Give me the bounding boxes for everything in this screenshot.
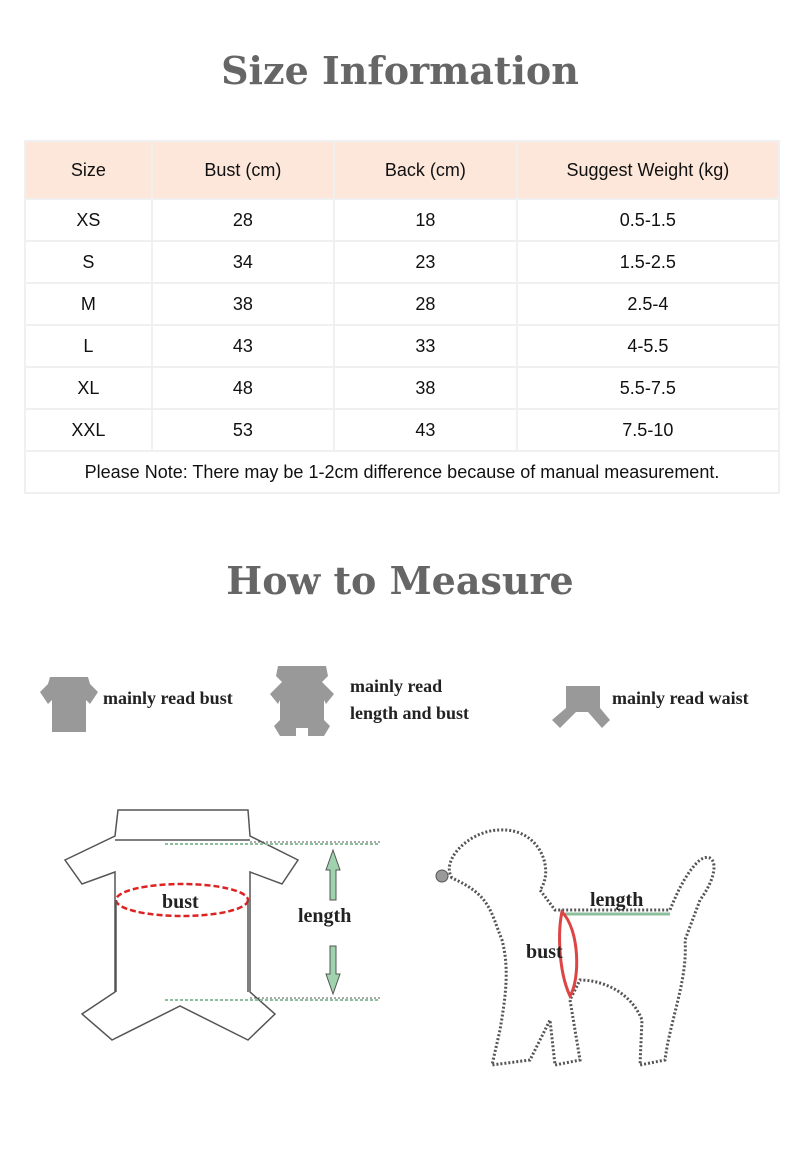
table-cell: 43 — [333, 408, 518, 452]
table-cell: 38 — [333, 366, 518, 410]
table-cell: XS — [24, 198, 153, 242]
table-cell: L — [24, 324, 153, 368]
table-row: S 34 23 1.5-2.5 — [24, 240, 781, 284]
garment-diagram: bust length — [63, 809, 380, 1041]
size-information-title: Size Information — [221, 48, 579, 93]
header-cell: Size — [24, 140, 153, 200]
garment-label-bust: mainly read bust — [103, 688, 233, 708]
garment-label-waist: mainly read waist — [612, 688, 749, 708]
note-row: Please Note: There may be 1-2cm differen… — [24, 450, 780, 494]
table-cell: 18 — [333, 198, 518, 242]
table-cell: XXL — [24, 408, 153, 452]
table-cell: 23 — [333, 240, 518, 284]
garment-label-length-bust-1: mainly read — [350, 676, 443, 696]
table-row: XXL 53 43 7.5-10 — [24, 408, 781, 452]
table-header-row: Size Bust (cm) Back (cm) Suggest Weight … — [24, 140, 781, 200]
how-to-measure-title: How to Measure — [226, 558, 574, 603]
table-row: XL 48 38 5.5-7.5 — [24, 366, 781, 410]
garment-label-length-bust-2: length and bust — [350, 703, 470, 723]
table-cell: 4-5.5 — [515, 324, 781, 368]
table-row: XS 28 18 0.5-1.5 — [24, 198, 781, 242]
table-row: L 43 33 4-5.5 — [24, 324, 781, 368]
measurement-note: Please Note: There may be 1-2cm differen… — [24, 450, 780, 494]
table-cell: 38 — [150, 282, 336, 326]
garment-bust-label: bust — [162, 891, 199, 913]
header-cell: Back (cm) — [333, 140, 518, 200]
table-cell: 28 — [150, 198, 336, 242]
table-cell: 34 — [150, 240, 336, 284]
table-cell: 28 — [333, 282, 518, 326]
size-table: Size Bust (cm) Back (cm) Suggest Weight … — [24, 140, 781, 494]
table-cell: 48 — [150, 366, 336, 410]
header-cell: Suggest Weight (kg) — [515, 140, 781, 200]
table-cell: M — [24, 282, 153, 326]
table-cell: 2.5-4 — [515, 282, 781, 326]
shirt-icon — [40, 677, 98, 732]
dog-diagram: length bust — [435, 828, 716, 1067]
table-cell: 33 — [333, 324, 518, 368]
jumpsuit-icon — [270, 666, 334, 736]
table-cell: 5.5-7.5 — [515, 366, 781, 410]
table-cell: 0.5-1.5 — [515, 198, 781, 242]
dog-bust-label: bust — [526, 941, 563, 963]
garment-length-label: length — [298, 905, 351, 927]
table-cell: 1.5-2.5 — [515, 240, 781, 284]
header-cell: Bust (cm) — [150, 140, 336, 200]
table-cell: 43 — [150, 324, 336, 368]
table-cell: 7.5-10 — [515, 408, 781, 452]
table-cell: S — [24, 240, 153, 284]
dog-length-label: length — [590, 889, 643, 911]
table-row: M 38 28 2.5-4 — [24, 282, 781, 326]
pants-icon — [552, 686, 610, 728]
table-cell: XL — [24, 366, 153, 410]
table-cell: 53 — [150, 408, 336, 452]
